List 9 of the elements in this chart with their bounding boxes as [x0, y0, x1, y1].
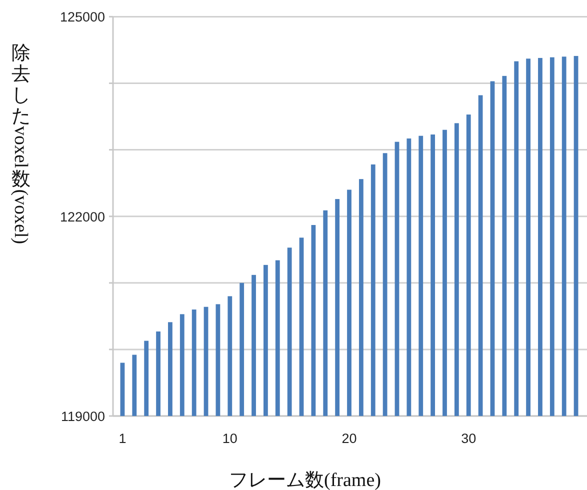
y-tick-label: 122000 [60, 209, 105, 224]
x-tick-label: 30 [461, 431, 476, 446]
y-tick-label: 125000 [60, 10, 105, 25]
y-tick-label: 119000 [60, 409, 105, 424]
x-tick-label: 1 [118, 431, 126, 446]
y-axis-title: 除去した voxel 数(voxel) [10, 43, 31, 244]
x-tick-label: 10 [222, 431, 238, 446]
x-axis-title: フレーム数(frame) [229, 470, 381, 490]
x-tick-label: 20 [342, 431, 357, 446]
